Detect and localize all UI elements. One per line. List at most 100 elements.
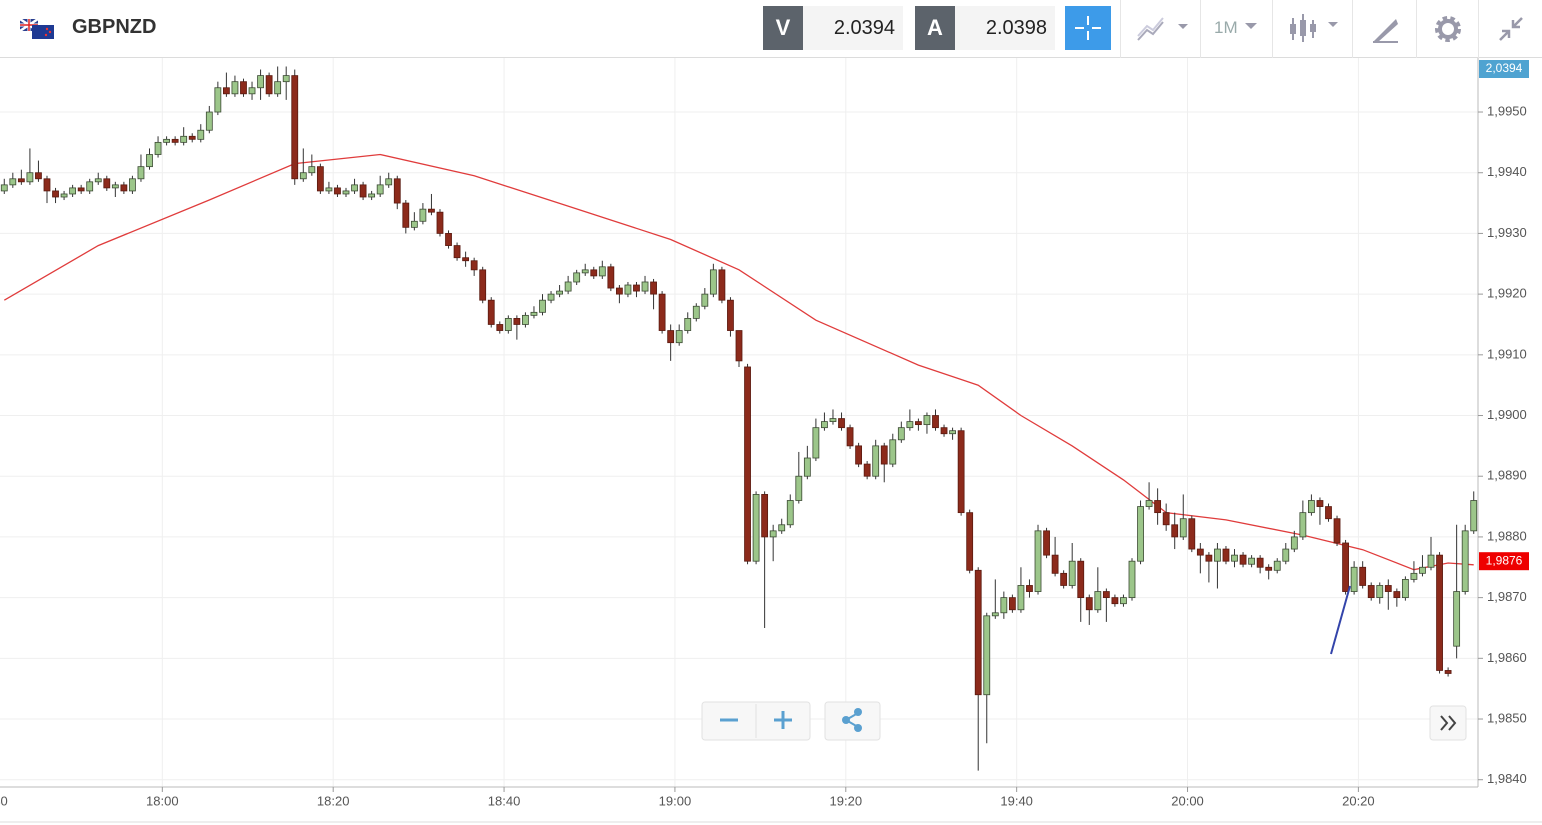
- candle-body: [52, 190, 59, 198]
- draw-button[interactable]: [1370, 14, 1400, 44]
- candle-body: [376, 184, 384, 195]
- y-tick-label: 1,9870: [1487, 589, 1527, 604]
- candle-body: [1342, 542, 1349, 592]
- candle-body: [504, 318, 512, 331]
- candle-body: [470, 260, 478, 271]
- candle-body: [479, 269, 487, 301]
- zoom-in[interactable]: [774, 711, 792, 729]
- candle-body: [487, 299, 495, 325]
- x-tick-label: 18:40: [488, 793, 521, 808]
- candle-body: [718, 269, 726, 301]
- candle-body: [1145, 500, 1153, 507]
- candle-body: [1111, 597, 1119, 605]
- candle-body: [1171, 524, 1179, 538]
- candle-body: [1350, 566, 1358, 592]
- candle-body: [308, 166, 316, 174]
- candle-body: [803, 457, 811, 477]
- x-tick-label: 19:40: [1000, 793, 1033, 808]
- candle-body: [1325, 506, 1332, 520]
- buy-price[interactable]: 2.0398: [955, 6, 1055, 50]
- candle-body: [1154, 500, 1162, 514]
- candle-body: [1051, 554, 1059, 574]
- candle-body: [607, 266, 615, 289]
- candle-body: [1470, 500, 1478, 532]
- price-tag-label: 1,9876: [1486, 553, 1523, 567]
- candle-body: [94, 178, 102, 183]
- crosshair-button[interactable]: [1065, 6, 1111, 50]
- x-tick-label: 18:00: [146, 793, 179, 808]
- candle-body: [932, 415, 939, 429]
- candle-body: [120, 184, 128, 192]
- candle-body: [188, 135, 196, 140]
- candle-body: [342, 190, 350, 195]
- toolbar: GBPNZD V 2.0394 A 2.0398 1M: [0, 0, 1542, 58]
- share-button[interactable]: [824, 701, 881, 741]
- candle-body: [1179, 518, 1187, 538]
- candle-body: [897, 427, 905, 441]
- chart-type-button[interactable]: [1135, 14, 1195, 44]
- candle-body: [368, 193, 376, 198]
- candle-body: [991, 612, 999, 617]
- candle-body: [539, 299, 546, 313]
- candle-body: [60, 193, 68, 198]
- candle-body: [86, 181, 94, 192]
- candle-body: [513, 318, 521, 325]
- separator: [1478, 0, 1479, 58]
- candle-body: [1316, 500, 1324, 507]
- candle-body: [1102, 591, 1110, 599]
- candle-body: [658, 293, 666, 331]
- candle-body: [359, 184, 367, 198]
- candle-body: [205, 111, 213, 131]
- y-tick-label: 1,9950: [1487, 103, 1527, 118]
- timeframe[interactable]: 1M: [1214, 18, 1238, 37]
- candle-body: [197, 129, 205, 140]
- candle-body: [1376, 585, 1384, 599]
- candle-body: [940, 427, 948, 435]
- candle-body: [1290, 536, 1298, 550]
- symbol[interactable]: GBPNZD: [72, 16, 157, 38]
- candle-body: [1085, 597, 1093, 611]
- candle-body: [0, 184, 8, 192]
- candle-body: [282, 75, 290, 83]
- candle-body: [26, 172, 34, 183]
- settings-button[interactable]: [1433, 14, 1463, 44]
- y-tick-label: 1,9880: [1487, 528, 1527, 543]
- candle-body: [385, 178, 393, 186]
- buy-label[interactable]: A: [915, 6, 955, 50]
- candle-body: [1068, 560, 1076, 586]
- candle-body: [667, 330, 675, 344]
- candle-body: [1282, 548, 1290, 562]
- candle-body: [1359, 566, 1367, 586]
- candle-body: [1017, 585, 1025, 611]
- candle-body: [1120, 597, 1127, 605]
- candle-body: [496, 324, 504, 331]
- candle-button[interactable]: [1288, 12, 1343, 46]
- candle-body: [1060, 572, 1068, 586]
- candle-body: [863, 463, 871, 477]
- candle-body: [1333, 518, 1341, 544]
- candle-body: [1410, 572, 1418, 580]
- candle-body: [855, 445, 863, 465]
- candle-body: [137, 166, 145, 180]
- x-tick-label: 20:20: [1342, 793, 1375, 808]
- sell-price[interactable]: 2.0394: [803, 6, 903, 50]
- candle-body: [17, 178, 25, 183]
- candle-body: [1273, 560, 1281, 571]
- candle-body: [1196, 548, 1204, 556]
- candle-body: [163, 138, 170, 143]
- candle-body: [564, 281, 572, 292]
- x-tick-label: 17:40: [0, 793, 8, 808]
- separator: [1120, 0, 1121, 58]
- candle-body: [103, 178, 111, 189]
- candle-body: [872, 445, 880, 477]
- candle-body: [9, 178, 17, 186]
- candle-body: [231, 81, 239, 95]
- sell-label[interactable]: V: [763, 6, 803, 50]
- collapse-button[interactable]: [1496, 14, 1526, 44]
- candle-body: [949, 430, 956, 435]
- candle-body: [675, 330, 683, 344]
- candle-body: [69, 187, 77, 195]
- candle-body: [1308, 500, 1315, 514]
- x-tick-label: 20:00: [1171, 793, 1204, 808]
